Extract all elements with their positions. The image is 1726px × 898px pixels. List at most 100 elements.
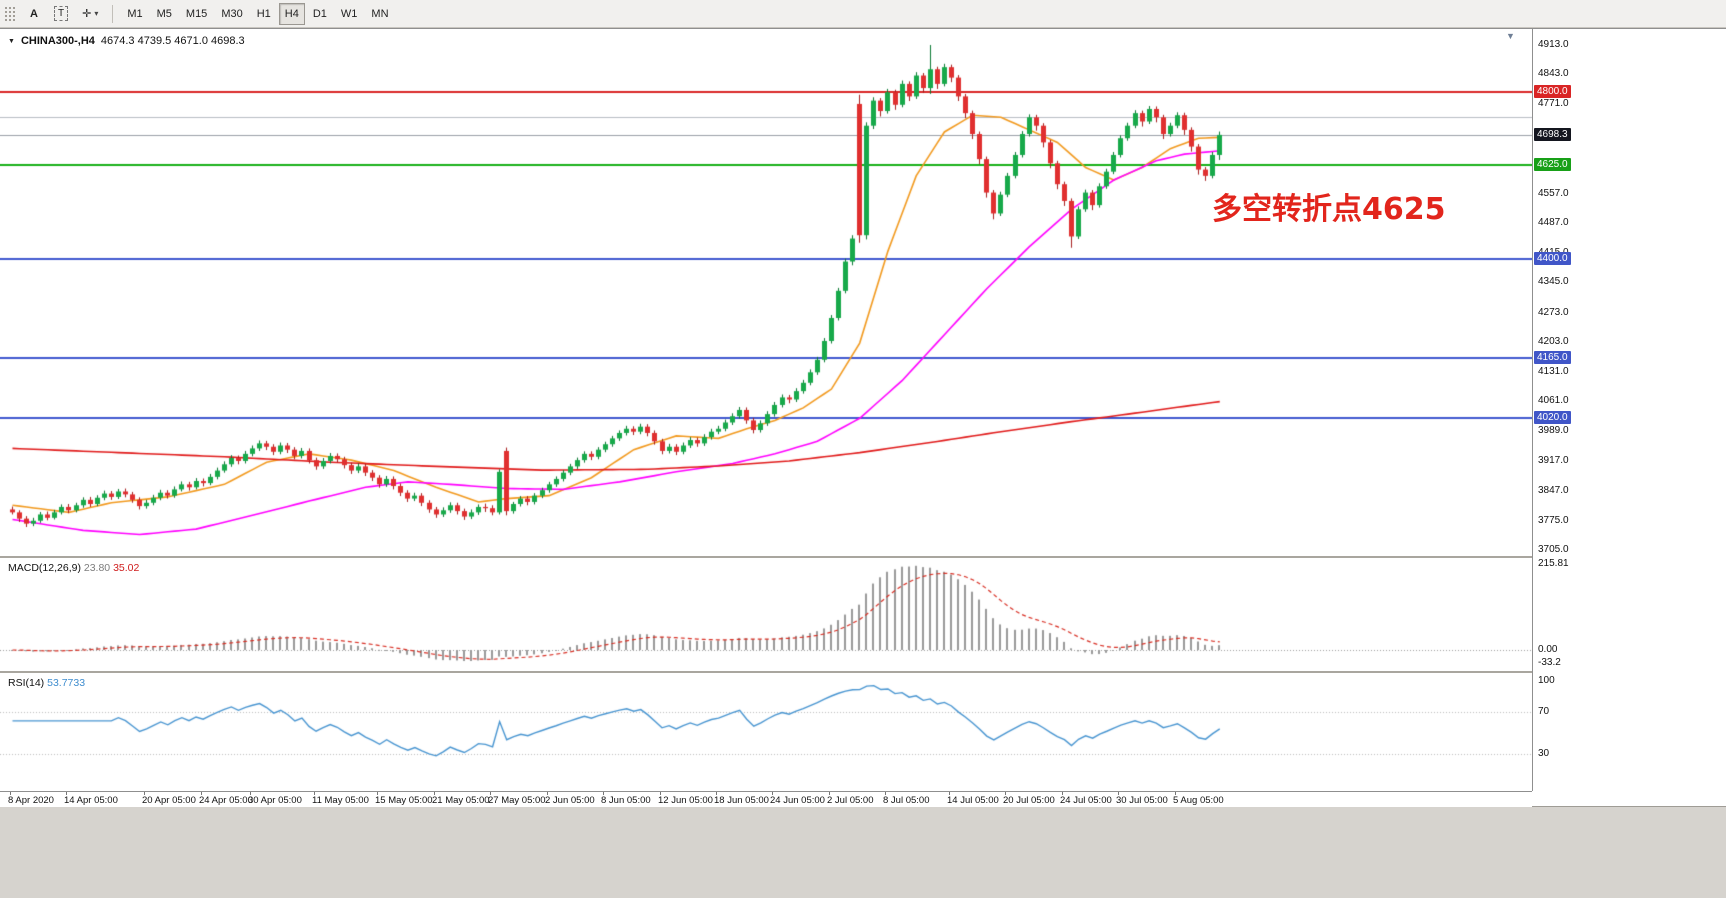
macd-axis-tick: 0.00	[1538, 644, 1558, 655]
time-tick	[250, 792, 251, 795]
time-axis[interactable]: 8 Apr 2020 14 Apr 05:00 20 Apr 05:00 24 Apr…	[0, 791, 1532, 807]
rsi-axis: 100 70 30	[1533, 673, 1726, 791]
toolbar: A T ✛ ▾ M1 M5 M15 M30 H1 H4 D1 W1 MN	[0, 0, 1726, 28]
price-tick: 4487.0	[1538, 217, 1569, 229]
chart-window: ▼ CHINA300-,H4 4674.3 4739.5 4671.0 4698…	[0, 28, 1726, 807]
price-tick: 4061.0	[1538, 395, 1569, 407]
macd-label: MACD(12,26,9)	[8, 562, 81, 574]
rsi-axis-tick: 100	[1538, 675, 1555, 686]
time-tick	[829, 792, 830, 795]
time-axis-label: 11 May 05:00	[312, 795, 369, 806]
cursor-tool-button[interactable]: ✛ ▾	[76, 3, 104, 25]
pane-splitter[interactable]	[0, 556, 1726, 558]
time-tick	[1005, 792, 1006, 795]
scroll-end-marker-icon[interactable]: ▼	[1506, 31, 1515, 41]
chart-annotation-text: 多空转折点4625	[1212, 192, 1446, 228]
price-badge: 4625.0	[1534, 158, 1571, 172]
time-tick	[885, 792, 886, 795]
rsi-axis-tick: 70	[1538, 706, 1550, 718]
time-tick	[434, 792, 435, 795]
text-annotation-button[interactable]: A	[22, 3, 46, 25]
time-axis-label: 8 Jun 05:00	[601, 795, 651, 806]
timeframe-w1-button[interactable]: W1	[335, 3, 364, 25]
rsi-label: RSI(14)	[8, 677, 45, 689]
time-tick	[1175, 792, 1176, 795]
rsi-canvas[interactable]	[0, 673, 1532, 791]
macd-axis-tick: 215.81	[1538, 558, 1569, 569]
price-tick: 3775.0	[1538, 514, 1569, 526]
price-axis[interactable]: 4913.04843.04771.04557.04487.04415.04345…	[1532, 29, 1726, 791]
time-axis-label: 30 Apr 05:00	[248, 795, 302, 806]
terminal-area	[0, 806, 1726, 898]
timeframe-h1-button[interactable]: H1	[251, 3, 277, 25]
time-axis-label: 2 Jun 05:00	[545, 795, 595, 806]
time-tick	[201, 792, 202, 795]
rsi-axis-tick: 30	[1538, 747, 1550, 759]
toolbar-drag-handle[interactable]	[4, 5, 16, 22]
time-tick	[66, 792, 67, 795]
time-axis-label: 27 May 05:00	[488, 795, 546, 806]
symbol-ohlc-label: ▼ CHINA300-,H4 4674.3 4739.5 4671.0 4698…	[8, 35, 245, 47]
price-tick: 4913.0	[1538, 39, 1569, 50]
price-tick: 4131.0	[1538, 365, 1569, 377]
price-tick: 3705.0	[1538, 544, 1569, 555]
price-chart-canvas[interactable]	[0, 29, 1532, 556]
rsi-pane[interactable]: RSI(14) 53.7733	[0, 673, 1532, 791]
price-tick: 4843.0	[1538, 68, 1569, 80]
time-axis-label: 21 May 05:00	[432, 795, 490, 806]
timeframe-h4-button[interactable]: H4	[278, 2, 305, 25]
time-axis-label: 24 Jun 05:00	[770, 795, 825, 806]
pane-splitter[interactable]	[0, 671, 1726, 673]
timeframe-group: M1 M5 M15 M30 H1 H4 D1 W1 MN	[120, 2, 395, 25]
symbol-name: CHINA300-,H4	[20, 35, 95, 47]
timeframe-m5-button[interactable]: M5	[151, 3, 178, 25]
timeframe-m1-button[interactable]: M1	[121, 3, 148, 25]
time-axis-label: 5 Aug 05:00	[1173, 795, 1224, 806]
time-tick	[1062, 792, 1063, 795]
price-badge: 4165.0	[1534, 350, 1571, 364]
time-tick	[377, 792, 378, 795]
macd-axis-tick: -33.2	[1538, 657, 1561, 669]
time-tick	[660, 792, 661, 795]
time-tick	[1118, 792, 1119, 795]
timeframe-d1-button[interactable]: D1	[307, 3, 333, 25]
time-axis-label: 2 Jul 05:00	[827, 795, 874, 806]
time-tick	[603, 792, 604, 795]
time-axis-label: 8 Jul 05:00	[883, 795, 930, 806]
textbox-icon: T	[54, 6, 69, 21]
price-tick: 4771.0	[1538, 98, 1569, 110]
price-tick: 3917.0	[1538, 455, 1569, 467]
time-tick	[490, 792, 491, 795]
timeframe-mn-button[interactable]: MN	[365, 3, 394, 25]
crosshair-icon: ✛	[82, 8, 92, 20]
time-axis-label: 14 Jul 05:00	[947, 795, 999, 806]
time-tick	[949, 792, 950, 795]
symbol-caret-icon[interactable]: ▼	[8, 37, 15, 45]
price-badge: 4400.0	[1534, 252, 1571, 266]
price-badge: 4698.3	[1534, 127, 1571, 141]
time-axis-label: 30 Jul 05:00	[1116, 795, 1168, 806]
macd-signal-value: 35.02	[113, 562, 140, 574]
macd-header: MACD(12,26,9) 23.80 35.02	[8, 562, 139, 574]
time-tick	[10, 792, 11, 795]
macd-main-value: 23.80	[83, 562, 111, 574]
time-axis-label: 24 Apr 05:00	[199, 795, 253, 806]
time-tick	[314, 792, 315, 795]
price-tick: 3989.0	[1538, 425, 1569, 437]
time-tick	[772, 792, 773, 795]
time-axis-label: 24 Jul 05:00	[1060, 795, 1112, 806]
price-chart-pane[interactable]: ▼ CHINA300-,H4 4674.3 4739.5 4671.0 4698…	[0, 29, 1532, 556]
price-badge: 4020.0	[1534, 411, 1571, 425]
price-tick: 4273.0	[1538, 306, 1569, 318]
textbox-tool-button[interactable]: T	[48, 3, 74, 25]
macd-axis: 215.81 0.00 -33.2	[1533, 558, 1726, 671]
price-tick: 4203.0	[1538, 335, 1569, 347]
time-tick	[144, 792, 145, 795]
macd-pane[interactable]: MACD(12,26,9) 23.80 35.02	[0, 558, 1532, 671]
price-tick: 4557.0	[1538, 187, 1569, 199]
macd-canvas[interactable]	[0, 558, 1532, 671]
timeframe-m15-button[interactable]: M15	[180, 3, 213, 25]
time-axis-label: 8 Apr 2020	[8, 795, 54, 806]
timeframe-m30-button[interactable]: M30	[215, 3, 248, 25]
